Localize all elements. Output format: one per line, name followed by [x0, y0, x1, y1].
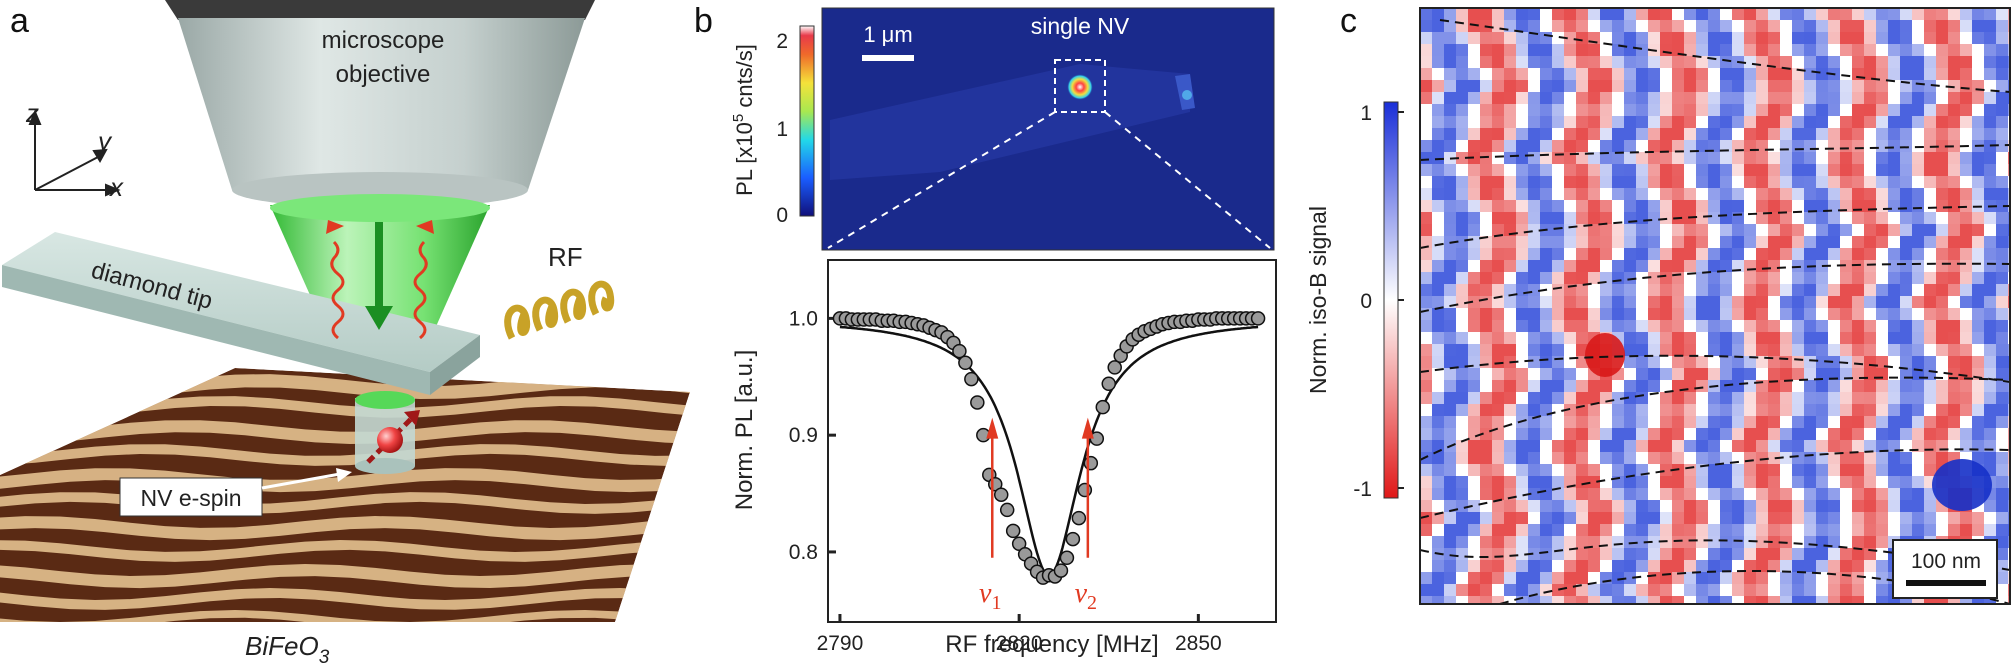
- esr-annotation-arrowhead: [1081, 417, 1094, 439]
- esr-data-point: [970, 395, 985, 410]
- domain-wall-line: [1499, 570, 2010, 604]
- axis-x-label: x: [108, 172, 124, 202]
- objective-label-line2: objective: [336, 61, 431, 88]
- esr-xtick-label: 2820: [996, 632, 1043, 655]
- sample-label-subscript: 3: [319, 647, 330, 666]
- iso-b-tick-zero: 0: [1360, 290, 1372, 313]
- esr-data-point: [1101, 376, 1116, 392]
- esr-chart: 2790 2820 2850 0.8 0.9 1.0 ν1 ν2 RF frequency …: [731, 259, 1277, 658]
- panel-b-letter: b: [694, 2, 713, 40]
- esr-data-point: [993, 487, 1009, 502]
- esr-ytick-label: 0.8: [789, 541, 818, 564]
- iso-b-tick-neg: -1: [1353, 478, 1372, 501]
- pl-scale-bar: [862, 55, 914, 61]
- iso-b-map-frame: [1419, 7, 2011, 605]
- pl-colorbar-title: PL [x105 cnts/s]: [730, 44, 757, 196]
- esr-data-point: [964, 371, 979, 387]
- domain-wall-line: [1420, 539, 2010, 571]
- rf-coil-icon: [504, 280, 615, 340]
- iso-b-scale-box: [1892, 539, 1998, 599]
- sample-label: BiFeO3: [245, 631, 330, 666]
- esr-ytick-label: 1.0: [789, 307, 818, 330]
- coordinate-axes-icon: [28, 109, 121, 197]
- nv-spot: [1067, 74, 1093, 100]
- pl-colorbar-tick-1: 1: [776, 118, 788, 141]
- iso-b-tick-pos: 1: [1360, 102, 1372, 125]
- esr-data-point: [1077, 482, 1093, 498]
- domain-wall-lines: [1420, 19, 2010, 604]
- esr-annotation-label: ν2: [1075, 578, 1097, 614]
- esr-data-point: [1071, 510, 1087, 526]
- pl-colorbar-title-b: cnts/s]: [732, 44, 757, 114]
- nv-spin-label: NV e-spin: [141, 485, 242, 511]
- iso-b-scale-bar: [1906, 580, 1986, 586]
- domain-wall-line: [1420, 376, 2010, 461]
- domain-wall-line: [1420, 205, 2010, 249]
- esr-annotation-label: ν1: [979, 578, 1001, 614]
- esr-fit-line: [839, 325, 1259, 577]
- pl-colorbar: [799, 25, 815, 217]
- esr-data-point: [1053, 563, 1069, 578]
- esr-data-points: [832, 311, 1266, 585]
- esr-data-point: [999, 502, 1015, 518]
- panel-c: 100 nm 1 0 -1 Norm. iso-B signal: [1305, 7, 2011, 605]
- esr-xtick-label: 2790: [817, 632, 864, 655]
- sample-label-main: BiFeO: [245, 631, 319, 661]
- domain-wall-line: [1420, 354, 2010, 383]
- esr-data-point: [958, 355, 973, 371]
- iso-b-map: [1420, 8, 2010, 604]
- iso-b-colorbar-title: Norm. iso-B signal: [1305, 206, 1331, 394]
- pl-colorbar-title-sup: 5: [730, 114, 747, 122]
- iso-b-scale-label: 100 nm: [1911, 550, 1981, 573]
- diamond-tip: [2, 232, 480, 395]
- esr-data-point: [952, 343, 967, 359]
- esr-data-point: [1250, 311, 1266, 326]
- domain-wall-line: [1420, 262, 2010, 313]
- esr-plot-frame: [827, 259, 1277, 623]
- nv-selection-box: [1054, 59, 1106, 113]
- esr-data-point: [1083, 455, 1099, 471]
- esr-xlabel: RF frequency [MHz]: [945, 631, 1158, 658]
- esr-ticks: 2790 2820 2850 0.8 0.9 1.0: [789, 307, 1222, 655]
- axis-y-label: y: [96, 126, 113, 156]
- esr-data-point: [1005, 523, 1021, 539]
- pl-colorbar-tick-2: 2: [776, 30, 788, 53]
- esr-annotations: ν1 ν2: [979, 417, 1097, 614]
- pl-colorbar-title-a: PL [x10: [732, 122, 757, 196]
- bifeo3-sample: [0, 368, 690, 622]
- axis-z-label: z: [25, 98, 39, 128]
- pl-scale-bar-label: 1 μm: [863, 22, 912, 47]
- iso-b-colorbar: [1383, 101, 1399, 499]
- esr-ylabel: Norm. PL [a.u.]: [731, 350, 758, 511]
- panel-b-pl-map: 1 μm single NV 2 1 0 PL [x105 cnts/s]: [730, 7, 1275, 251]
- objective-label-line1: microscope: [322, 27, 445, 54]
- pl-colorbar-tick-0: 0: [776, 204, 788, 227]
- rf-label: RF: [548, 242, 583, 272]
- esr-data-point: [1065, 531, 1081, 547]
- domain-wall-line: [1420, 448, 2010, 519]
- single-nv-label: single NV: [1031, 13, 1130, 39]
- esr-data-point: [1059, 550, 1075, 566]
- fluorescence-arrow-left: [326, 220, 345, 340]
- esr-ytick-label: 0.9: [789, 424, 818, 447]
- panel-a-letter: a: [10, 2, 29, 40]
- fluorescence-arrow-right: [413, 220, 434, 340]
- esr-xtick-label: 2850: [1175, 632, 1222, 655]
- excitation-arrow: [365, 222, 393, 330]
- esr-data-point: [1095, 399, 1111, 415]
- nv-spin-callout: [119, 468, 352, 517]
- panel-a: microscope objective diamond tip: [0, 0, 690, 666]
- nv-spin-icon: [366, 410, 420, 464]
- esr-annotation-arrowhead: [986, 417, 999, 439]
- domain-wall-line: [1439, 19, 2010, 93]
- esr-data-point: [1107, 360, 1122, 375]
- panel-c-letter: c: [1340, 2, 1357, 40]
